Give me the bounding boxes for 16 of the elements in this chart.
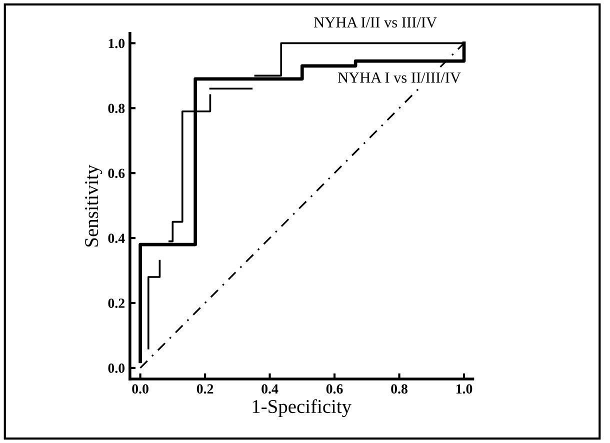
series-label: NYHA I vs II/III/IV bbox=[338, 72, 461, 83]
x-tick-label: 0.2 bbox=[196, 384, 214, 394]
x-tick-label: 0.4 bbox=[262, 384, 278, 394]
x-tick-label: 1.0 bbox=[456, 384, 472, 394]
y-tick-label: 0.6 bbox=[108, 168, 125, 178]
series-label: NYHA I/II vs III/IV bbox=[314, 17, 437, 28]
y-tick-label: 0.2 bbox=[108, 298, 124, 308]
x-tick-label: 0.6 bbox=[326, 384, 343, 394]
y-tick-label: 0.4 bbox=[108, 234, 125, 244]
x-tick-label: 0.0 bbox=[132, 384, 148, 394]
y-tick-label: 1.0 bbox=[108, 38, 125, 48]
y-axis-title: Sensitivity bbox=[85, 164, 102, 247]
x-axis-title: 1-Specificity bbox=[252, 399, 352, 418]
y-tick-label: 0.0 bbox=[108, 364, 125, 373]
x-tick-label: 0.8 bbox=[391, 384, 408, 394]
y-tick-label: 0.8 bbox=[108, 104, 125, 114]
